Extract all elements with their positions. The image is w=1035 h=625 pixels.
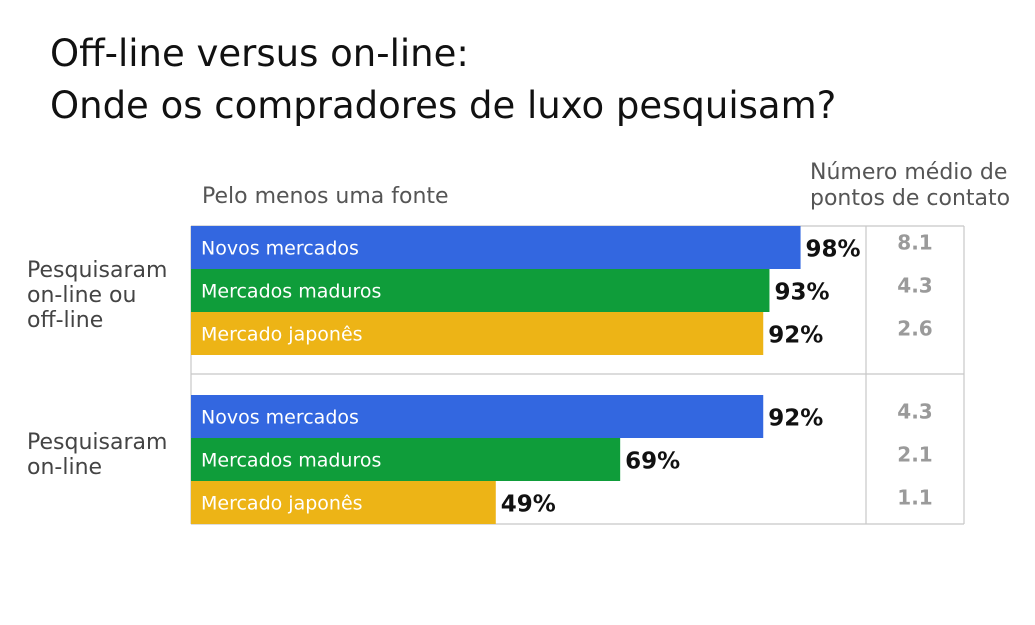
group-label-line: Pesquisaram xyxy=(27,430,168,455)
bar-category-label: Mercados maduros xyxy=(201,281,381,303)
bar-category-label: Mercados maduros xyxy=(201,450,381,472)
bar xyxy=(191,226,801,269)
touchpoints-header-line-1: Número médio de xyxy=(810,160,1008,185)
bar-value-label: 93% xyxy=(774,280,829,306)
touchpoints-header: Número médio de pontos de contato xyxy=(810,160,1010,212)
group-label-online-or-offline: Pesquisaram on-line ou off-line xyxy=(27,258,167,333)
bar xyxy=(191,395,764,438)
bar-category-label: Novos mercados xyxy=(201,407,359,429)
bar-value-label: 49% xyxy=(501,492,556,518)
chart-subtitle: Pelo menos uma fonte xyxy=(202,184,449,209)
touchpoints-value: 4.3 xyxy=(897,400,932,424)
bar-category-label: Novos mercados xyxy=(201,238,359,260)
bar-category-label: Mercado japonês xyxy=(201,493,363,515)
bar xyxy=(191,481,496,524)
bar xyxy=(191,269,770,312)
touchpoints-value: 2.6 xyxy=(897,317,932,341)
bar xyxy=(191,438,621,481)
title-line-2: Onde os compradores de luxo pesquisam? xyxy=(50,84,837,127)
bar-value-label: 92% xyxy=(768,323,823,349)
title-line-1: Off-line versus on-line: xyxy=(50,32,469,75)
chart-title: Off-line versus on-line: Onde os comprad… xyxy=(50,28,836,132)
touchpoints-value: 8.1 xyxy=(897,231,932,255)
group-label-line: on-line ou xyxy=(27,283,137,308)
touchpoints-value: 2.1 xyxy=(897,443,932,467)
bar-category-label: Mercado japonês xyxy=(201,324,363,346)
touchpoints-value: 1.1 xyxy=(897,486,932,510)
touchpoints-header-line-2: pontos de contato xyxy=(810,186,1011,211)
touchpoints-value: 4.3 xyxy=(897,274,932,298)
group-label-line: off-line xyxy=(27,308,104,333)
group-label-line: on-line xyxy=(27,455,103,480)
bar-value-label: 69% xyxy=(625,449,680,475)
bar-value-label: 92% xyxy=(768,406,823,432)
group-label-online: Pesquisaram on-line xyxy=(27,430,167,480)
bar xyxy=(191,312,764,355)
bar-value-label: 98% xyxy=(806,237,861,263)
group-label-line: Pesquisaram xyxy=(27,258,168,283)
